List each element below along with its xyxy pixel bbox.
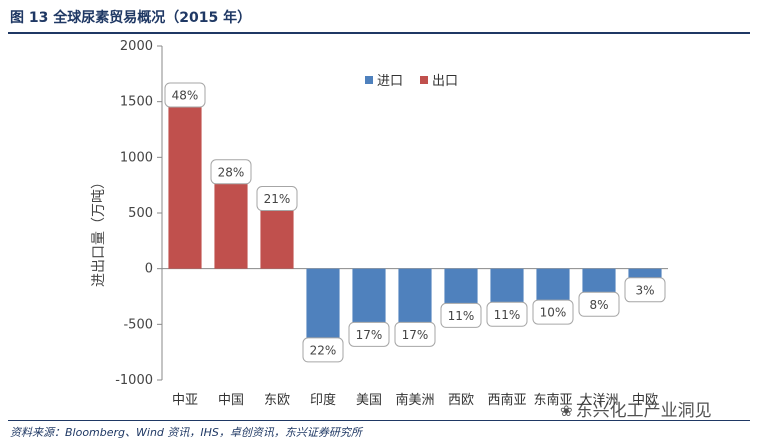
wechat-icon: ❀ xyxy=(560,402,573,420)
legend-swatch xyxy=(365,76,373,84)
data-label: 11% xyxy=(486,301,528,327)
data-label-text: 48% xyxy=(172,88,199,102)
chart-data-labels: 48% 28% 21% 22% 17% 17% 11% 11% 10% 8% 3% xyxy=(164,82,666,363)
data-label-text: 11% xyxy=(494,308,521,322)
data-label-text: 28% xyxy=(218,165,245,179)
data-label-box xyxy=(164,82,206,108)
chart: -1000 -500 0 500 1000 1500 2000 进出口量（万吨） 中亚 中国 东欧 印… xyxy=(91,39,668,408)
y-tick-label: 1000 xyxy=(120,150,153,165)
data-label-box xyxy=(440,302,482,328)
data-label: 21% xyxy=(256,186,298,212)
data-label-box xyxy=(624,277,666,303)
bar-import xyxy=(398,268,432,325)
x-category-label: 印度 xyxy=(310,392,336,408)
source-note: 资料来源：Bloomberg、Wind 资讯，IHS，卓创资讯，东兴证券研究所 xyxy=(10,426,362,439)
bar-import xyxy=(628,268,662,280)
bar-import xyxy=(582,268,616,295)
bar-import xyxy=(306,268,340,340)
y-tick-label: 0 xyxy=(145,262,153,277)
bar-export xyxy=(214,171,248,269)
bar-import xyxy=(352,268,386,325)
y-axis-title: 进出口量（万吨） xyxy=(91,175,107,287)
data-label-text: 8% xyxy=(589,298,608,312)
x-category-label: 西南亚 xyxy=(487,392,526,408)
data-label-box xyxy=(578,291,620,317)
x-category-label: 西欧 xyxy=(448,393,474,408)
data-label-text: 3% xyxy=(635,283,654,297)
x-category-label: 大洋洲 xyxy=(579,393,618,408)
legend-swatch xyxy=(420,76,428,84)
data-label: 22% xyxy=(302,337,344,363)
data-label-box xyxy=(486,301,528,327)
y-tick-label: 2000 xyxy=(120,39,153,54)
chart-axes: -1000 -500 0 500 1000 1500 2000 进出口量（万吨） 中亚 中国 东欧 印… xyxy=(91,39,668,408)
data-label: 28% xyxy=(210,159,252,185)
data-label: 8% xyxy=(578,291,620,317)
x-category-label: 中亚 xyxy=(172,393,198,408)
y-tick-label: 500 xyxy=(128,206,153,221)
watermark: ❀ 东兴化工产业洞见 xyxy=(560,396,712,421)
data-label-box xyxy=(348,321,390,347)
x-category-label: 中国 xyxy=(218,393,244,408)
watermark-text: 东兴化工产业洞见 xyxy=(575,401,712,421)
data-label-text: 22% xyxy=(310,343,337,357)
y-tick-label: -500 xyxy=(123,317,153,332)
data-label: 3% xyxy=(624,277,666,303)
chart-legend: 进口 出口 xyxy=(365,74,458,89)
data-label-text: 11% xyxy=(448,309,475,323)
data-label: 17% xyxy=(394,321,436,347)
data-label-box xyxy=(210,159,252,185)
bar-import xyxy=(444,268,478,306)
x-category-label: 东欧 xyxy=(264,393,290,408)
data-label-box xyxy=(532,299,574,325)
bottom-divider xyxy=(8,420,750,421)
data-label-text: 21% xyxy=(264,192,291,206)
legend-label: 出口 xyxy=(432,74,458,89)
data-label: 48% xyxy=(164,82,206,108)
bar-import xyxy=(536,268,570,303)
data-label: 11% xyxy=(440,302,482,328)
data-label-box xyxy=(256,186,298,212)
data-label-text: 17% xyxy=(402,328,429,342)
page-title: 图 13 全球尿素贸易概况（2015 年） xyxy=(10,10,252,26)
y-tick-label: 1500 xyxy=(120,95,153,110)
legend-label: 进口 xyxy=(377,74,403,89)
x-category-label: 美国 xyxy=(356,393,382,408)
bar-export xyxy=(168,94,202,269)
bar-import xyxy=(490,268,524,305)
data-label: 17% xyxy=(348,321,390,347)
data-label: 10% xyxy=(532,299,574,325)
data-label-box xyxy=(394,321,436,347)
x-category-label: 东南亚 xyxy=(533,392,572,408)
y-tick-label: -1000 xyxy=(115,373,153,388)
x-category-label: 中欧 xyxy=(632,393,658,408)
x-category-label: 南美洲 xyxy=(395,392,434,408)
top-divider xyxy=(8,32,750,34)
data-label-text: 10% xyxy=(540,306,567,320)
data-label-box xyxy=(302,337,344,363)
data-label-text: 17% xyxy=(356,328,383,342)
